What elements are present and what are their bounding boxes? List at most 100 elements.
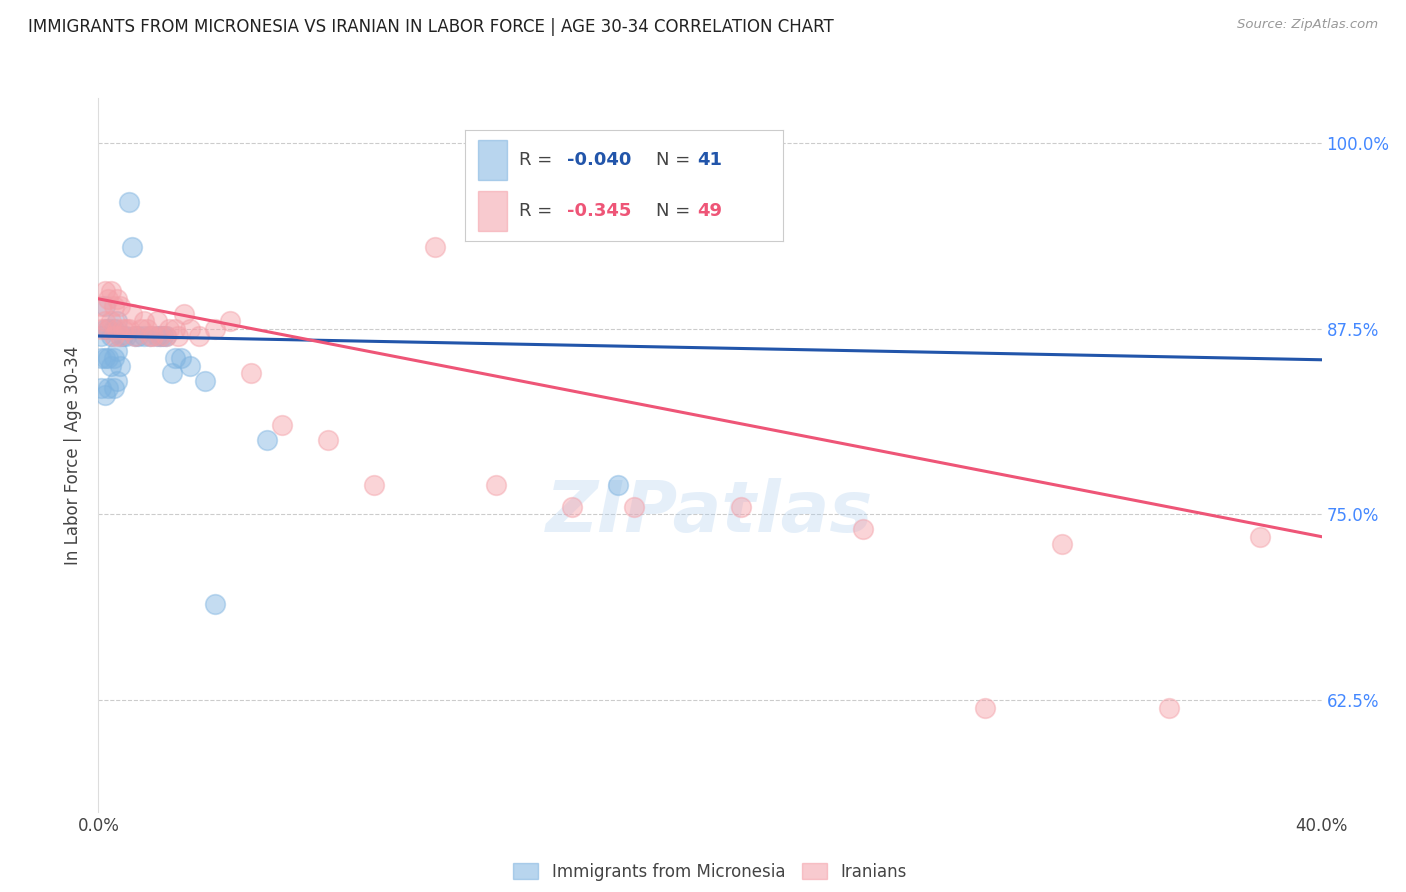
Point xyxy=(219,314,242,328)
Point xyxy=(105,343,128,358)
Point xyxy=(163,321,186,335)
Point xyxy=(103,381,125,395)
Point xyxy=(363,477,385,491)
Point xyxy=(1249,530,1271,544)
Point xyxy=(730,136,752,150)
Point xyxy=(121,240,143,254)
Point xyxy=(97,321,120,335)
Point xyxy=(115,329,138,343)
Point xyxy=(124,329,146,343)
Point xyxy=(1050,537,1073,551)
Point xyxy=(90,299,112,313)
Point xyxy=(179,359,201,373)
Y-axis label: In Labor Force | Age 30-34: In Labor Force | Age 30-34 xyxy=(65,345,83,565)
Point xyxy=(155,329,177,343)
Point xyxy=(100,285,122,299)
Point xyxy=(93,321,115,335)
Point xyxy=(607,477,630,491)
Text: 49: 49 xyxy=(697,202,723,220)
Point xyxy=(105,374,128,388)
Point xyxy=(111,321,134,335)
Point xyxy=(852,522,875,536)
Point xyxy=(139,329,162,343)
Point xyxy=(173,307,195,321)
Point xyxy=(134,329,156,343)
Point xyxy=(93,299,115,313)
Point xyxy=(179,321,201,335)
Point xyxy=(149,329,172,343)
Point xyxy=(93,351,115,366)
Point xyxy=(160,366,183,380)
Point xyxy=(127,329,149,343)
Point xyxy=(90,329,112,343)
Point xyxy=(152,329,174,343)
Point xyxy=(103,329,125,343)
Point xyxy=(170,351,193,366)
Point xyxy=(145,314,167,328)
Point xyxy=(97,351,120,366)
Point xyxy=(974,700,997,714)
Point xyxy=(204,597,226,611)
Point xyxy=(188,329,211,343)
Point xyxy=(136,321,159,335)
Point xyxy=(129,321,152,335)
Point xyxy=(105,292,128,306)
Point xyxy=(97,292,120,306)
Point xyxy=(204,321,226,335)
Point xyxy=(118,321,141,335)
Point xyxy=(108,299,131,313)
Point xyxy=(124,329,146,343)
Point xyxy=(623,500,645,514)
Point xyxy=(93,388,115,402)
Bar xyxy=(478,191,506,231)
Point xyxy=(108,329,131,343)
Point xyxy=(103,299,125,313)
Text: Source: ZipAtlas.com: Source: ZipAtlas.com xyxy=(1237,18,1378,31)
Point xyxy=(100,314,122,328)
Point xyxy=(93,314,115,328)
Point xyxy=(97,321,120,335)
Point xyxy=(108,359,131,373)
Point xyxy=(155,329,177,343)
Point xyxy=(240,366,263,380)
Point xyxy=(100,329,122,343)
Text: IMMIGRANTS FROM MICRONESIA VS IRANIAN IN LABOR FORCE | AGE 30-34 CORRELATION CHA: IMMIGRANTS FROM MICRONESIA VS IRANIAN IN… xyxy=(28,18,834,36)
Point xyxy=(142,329,165,343)
Point xyxy=(121,307,143,321)
Point xyxy=(194,374,217,388)
Point xyxy=(100,359,122,373)
Point xyxy=(485,477,508,491)
Point xyxy=(97,381,120,395)
Bar xyxy=(478,140,506,180)
Point xyxy=(423,240,446,254)
Text: -0.345: -0.345 xyxy=(567,202,631,220)
Point xyxy=(105,321,128,335)
Point xyxy=(90,351,112,366)
Text: 41: 41 xyxy=(697,151,723,169)
Text: N =: N = xyxy=(657,151,696,169)
Point xyxy=(157,321,180,335)
Point xyxy=(93,285,115,299)
Point xyxy=(149,329,172,343)
Point xyxy=(115,321,138,335)
Point xyxy=(134,314,156,328)
Legend: Immigrants from Micronesia, Iranians: Immigrants from Micronesia, Iranians xyxy=(505,855,915,889)
Point xyxy=(145,329,167,343)
Point xyxy=(256,433,278,447)
Point xyxy=(1157,700,1180,714)
Point xyxy=(561,500,583,514)
Point xyxy=(103,321,125,335)
Point xyxy=(163,351,186,366)
Text: ZIPatlas: ZIPatlas xyxy=(547,477,873,547)
Point xyxy=(90,381,112,395)
Point xyxy=(108,329,131,343)
Text: R =: R = xyxy=(519,151,558,169)
Point xyxy=(730,500,752,514)
Point xyxy=(270,418,292,433)
Text: R =: R = xyxy=(519,202,558,220)
Point xyxy=(167,329,190,343)
Text: -0.040: -0.040 xyxy=(567,151,631,169)
Point xyxy=(103,351,125,366)
Point xyxy=(316,433,339,447)
Text: N =: N = xyxy=(657,202,696,220)
